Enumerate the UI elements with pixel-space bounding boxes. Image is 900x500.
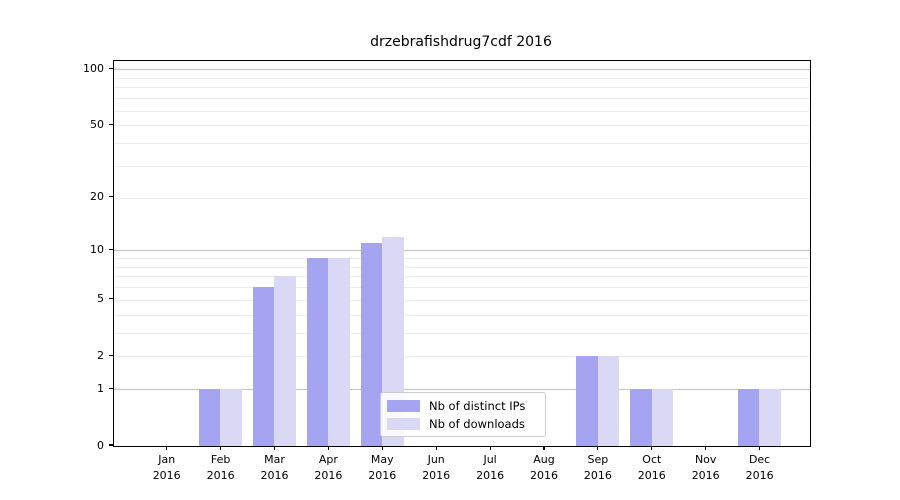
minor-gridline [114, 197, 810, 199]
major-gridline [114, 389, 810, 391]
x-tick-mark [273, 446, 276, 451]
y-tick-mark [109, 196, 113, 198]
x-tick-mark [759, 446, 761, 451]
x-tick-year: 2016 [745, 469, 774, 482]
plot-area [113, 60, 811, 447]
legend-swatch-distinct-ips [387, 399, 420, 412]
minor-gridline [114, 356, 810, 358]
minor-gridline [114, 266, 810, 268]
legend-item-distinct-ips: Nb of distinct IPs [387, 398, 537, 413]
x-tick-mark [705, 446, 707, 451]
x-tick-label: Dec 2016 [732, 452, 788, 484]
y-tick-mark [109, 67, 113, 69]
bar-distinct-ips-may [360, 243, 383, 446]
major-gridline [114, 69, 810, 71]
bar-downloads-apr [328, 258, 350, 446]
minor-gridline [114, 287, 810, 289]
minor-gridline [114, 314, 810, 316]
y-tick-label: 20 [90, 190, 104, 204]
minor-gridline [114, 258, 810, 260]
minor-gridline [114, 165, 810, 167]
y-tick-mark [109, 123, 113, 125]
minor-gridline [114, 125, 810, 127]
y-tick-label: 100 [83, 61, 104, 75]
x-tick-mark [489, 446, 491, 451]
y-tick-mark [109, 444, 113, 446]
y-tick-label: 10 [90, 242, 104, 256]
x-tick-year: 2016 [637, 469, 666, 482]
x-tick-mark [435, 446, 437, 451]
legend-swatch-downloads [387, 417, 420, 430]
x-tick-year: 2016 [476, 469, 505, 482]
bar-downloads-sep [597, 356, 620, 446]
bar-downloads-feb [220, 389, 242, 446]
y-tick-label: 2 [97, 348, 104, 362]
bar-distinct-ips-mar [252, 287, 275, 446]
x-tick-mark [381, 446, 383, 451]
x-tick-label: May 2016 [354, 452, 410, 484]
bar-distinct-ips-dec [737, 389, 760, 446]
x-tick-label: Oct 2016 [624, 452, 680, 484]
x-tick-label: Mar 2016 [247, 452, 303, 484]
bar-distinct-ips-apr [306, 258, 329, 446]
x-tick-label: Jun 2016 [408, 452, 464, 484]
x-tick-label: Jan 2016 [139, 452, 195, 484]
minor-gridline [114, 276, 810, 278]
x-tick-year: 2016 [691, 469, 720, 482]
x-tick-year: 2016 [422, 469, 451, 482]
bar-distinct-ips-feb [198, 389, 221, 446]
y-tick-mark [109, 248, 113, 250]
y-tick-label: 1 [97, 381, 104, 395]
minor-gridline [114, 332, 810, 334]
x-tick-mark [543, 446, 545, 451]
bar-distinct-ips-oct [630, 389, 652, 446]
minor-gridline [114, 98, 810, 100]
y-tick-mark [109, 298, 113, 300]
chart-title: drzebrafishdrug7cdf 2016 [370, 34, 552, 50]
legend: Nb of distinct IPs Nb of downloads [380, 392, 546, 437]
y-tick-label: 50 [90, 117, 104, 131]
x-tick-label: Apr 2016 [300, 452, 356, 484]
x-tick-label: Aug 2016 [516, 452, 572, 484]
x-tick-mark [220, 446, 222, 451]
bar-downloads-oct [651, 389, 674, 446]
minor-gridline [114, 143, 810, 144]
bar-downloads-dec [759, 389, 781, 446]
minor-gridline [114, 87, 810, 89]
major-gridline [114, 250, 810, 252]
y-tick-label: 5 [97, 292, 104, 306]
legend-label-downloads: Nb of downloads [429, 416, 525, 431]
x-tick-mark [651, 446, 653, 451]
x-tick-year: 2016 [583, 469, 612, 482]
minor-gridline [114, 77, 810, 79]
x-tick-year: 2016 [260, 469, 289, 482]
minor-gridline [114, 110, 810, 112]
x-tick-year: 2016 [206, 469, 235, 482]
x-tick-label: Feb 2016 [193, 452, 249, 484]
x-tick-label: Jul 2016 [462, 452, 518, 484]
legend-item-downloads: Nb of downloads [387, 416, 537, 431]
legend-label-distinct-ips: Nb of distinct IPs [429, 398, 526, 413]
x-tick-mark [597, 446, 599, 451]
y-tick-mark [109, 387, 113, 389]
x-tick-mark [166, 446, 168, 451]
x-tick-year: 2016 [152, 469, 181, 482]
minor-gridline [114, 299, 810, 301]
y-tick-mark [109, 354, 113, 356]
y-tick-label: 0 [97, 438, 104, 452]
x-tick-mark [327, 446, 329, 451]
x-tick-label: Sep 2016 [570, 452, 626, 484]
x-tick-year: 2016 [314, 469, 343, 482]
x-tick-year: 2016 [530, 469, 558, 482]
bar-downloads-mar [274, 276, 296, 446]
bar-distinct-ips-sep [576, 356, 598, 446]
x-tick-label: Nov 2016 [678, 452, 734, 484]
x-tick-year: 2016 [368, 469, 397, 482]
